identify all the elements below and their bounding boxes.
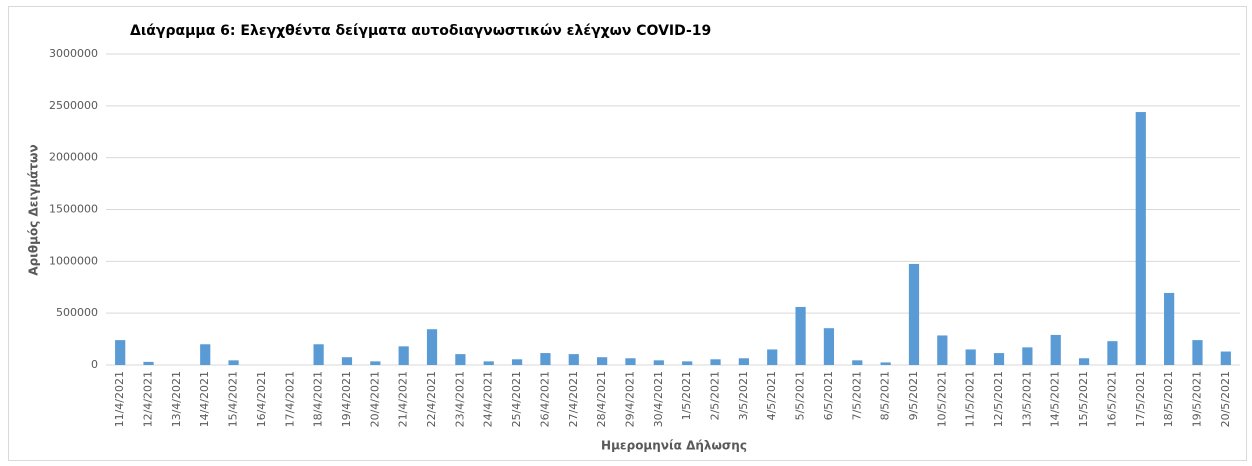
x-tick-label: 25/4/2021 xyxy=(510,371,523,427)
x-tick-label: 22/4/2021 xyxy=(425,371,438,427)
x-tick-label: 15/4/2021 xyxy=(227,371,240,427)
bar xyxy=(1050,334,1061,365)
y-axis-label: Αριθμός Δειγμάτων xyxy=(27,144,41,275)
bar xyxy=(625,358,636,365)
bar xyxy=(426,329,438,365)
x-tick-label: 26/4/2021 xyxy=(538,371,551,427)
y-tick-label: 3000000 xyxy=(49,47,98,60)
x-tick-label: 20/4/2021 xyxy=(368,371,381,427)
x-tick-label: 18/5/2021 xyxy=(1162,371,1175,427)
x-tick-label: 20/5/2021 xyxy=(1219,371,1232,427)
bar xyxy=(1164,292,1175,365)
x-tick-label: 14/5/2021 xyxy=(1049,371,1062,427)
x-tick-label: 2/5/2021 xyxy=(709,371,722,420)
bar xyxy=(1107,341,1118,365)
bar xyxy=(115,340,126,365)
x-tick-label: 6/5/2021 xyxy=(822,371,835,420)
x-tick-label: 14/4/2021 xyxy=(198,371,211,427)
x-tick-label: 7/5/2021 xyxy=(850,371,863,420)
bar xyxy=(965,349,976,365)
bar xyxy=(738,358,749,365)
y-tick-label: 2000000 xyxy=(49,151,98,164)
y-tick-label: 2500000 xyxy=(49,99,98,112)
bar xyxy=(993,353,1005,365)
x-tick-label: 27/4/2021 xyxy=(567,371,580,427)
x-tick-label: 13/5/2021 xyxy=(1020,371,1033,427)
x-axis-label: Ημερομηνία Δήλωσης xyxy=(601,439,747,453)
bar xyxy=(483,361,494,365)
bar xyxy=(1022,347,1033,365)
x-tick-label: 11/5/2021 xyxy=(964,371,977,427)
bar xyxy=(908,263,920,365)
bar xyxy=(1192,340,1203,365)
x-tick-label: 16/4/2021 xyxy=(255,371,268,427)
bar xyxy=(710,359,721,365)
x-tick-label: 12/5/2021 xyxy=(992,371,1005,427)
x-tick-label: 10/5/2021 xyxy=(935,371,948,427)
x-tick-label: 18/4/2021 xyxy=(312,371,325,427)
bar xyxy=(767,349,778,365)
x-tick-label: 30/4/2021 xyxy=(652,371,665,427)
x-tick-label: 15/5/2021 xyxy=(1077,371,1090,427)
x-tick-label: 21/4/2021 xyxy=(397,371,410,427)
x-tick-label: 12/4/2021 xyxy=(142,371,155,427)
bar xyxy=(568,354,579,365)
bar xyxy=(937,335,948,365)
x-tick-label: 17/5/2021 xyxy=(1134,371,1147,427)
x-tick-label: 28/4/2021 xyxy=(595,371,608,427)
x-tick-label: 3/5/2021 xyxy=(737,371,750,420)
x-tick-label: 8/5/2021 xyxy=(879,371,892,420)
x-tick-label: 23/4/2021 xyxy=(453,371,466,427)
bar xyxy=(200,344,211,365)
bar xyxy=(597,357,608,365)
x-tick-label: 13/4/2021 xyxy=(170,371,183,427)
bar xyxy=(455,354,466,365)
bar xyxy=(370,361,381,365)
bar xyxy=(653,360,664,365)
x-tick-label: 19/4/2021 xyxy=(340,371,353,427)
y-tick-label: 1000000 xyxy=(49,254,98,267)
x-tick-label: 29/4/2021 xyxy=(623,371,636,427)
bar xyxy=(823,328,835,365)
y-tick-label: 1500000 xyxy=(49,203,98,216)
x-tick-label: 1/5/2021 xyxy=(680,371,693,420)
bar xyxy=(1078,358,1090,365)
bar xyxy=(795,306,806,365)
bar xyxy=(682,361,693,365)
bar xyxy=(1220,351,1231,365)
bar xyxy=(398,346,409,365)
x-tick-label: 16/5/2021 xyxy=(1105,371,1118,427)
bar xyxy=(1135,112,1146,365)
bar xyxy=(341,357,353,365)
bar xyxy=(540,353,551,365)
bar xyxy=(313,344,324,365)
x-tick-label: 19/5/2021 xyxy=(1190,371,1203,427)
bar xyxy=(143,361,154,365)
chart-border xyxy=(8,6,1247,461)
bar xyxy=(228,360,239,365)
x-tick-label: 9/5/2021 xyxy=(907,371,920,420)
bar xyxy=(511,359,523,365)
x-tick-label: 4/5/2021 xyxy=(765,371,778,420)
bar xyxy=(852,360,863,365)
x-tick-label: 11/4/2021 xyxy=(113,371,126,427)
x-tick-label: 17/4/2021 xyxy=(283,371,296,427)
chart-title: Διάγραμμα 6: Ελεγχθέντα δείγματα αυτοδια… xyxy=(130,23,711,39)
x-tick-label: 5/5/2021 xyxy=(794,371,807,420)
bar xyxy=(880,362,891,365)
y-tick-label: 0 xyxy=(91,358,98,371)
y-tick-label: 500000 xyxy=(56,306,98,319)
x-tick-label: 24/4/2021 xyxy=(482,371,495,427)
